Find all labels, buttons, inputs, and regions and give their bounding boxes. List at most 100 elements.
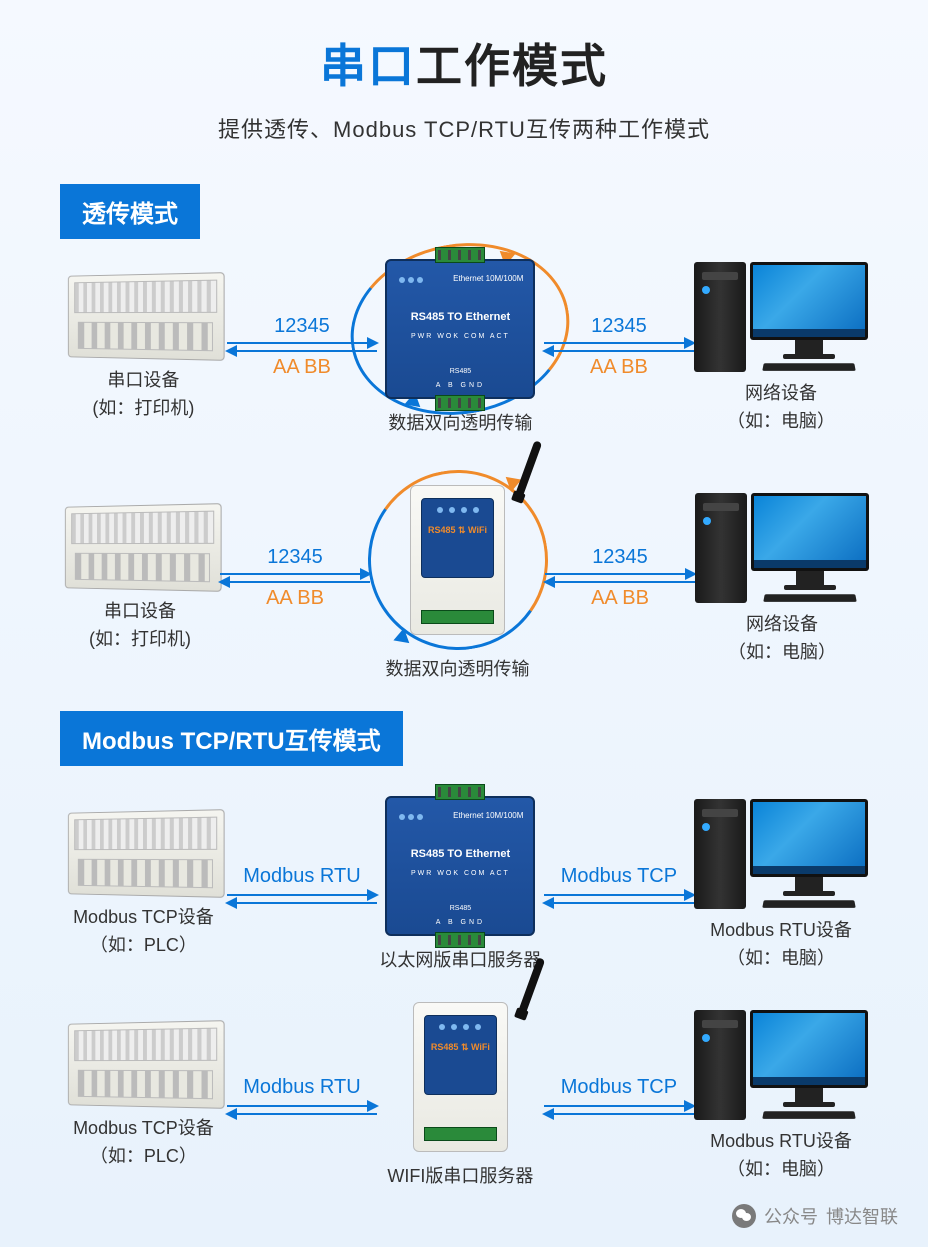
arrow-left-icon	[220, 581, 370, 583]
transparent-row-1: 串口设备 (如：打印机) 12345 AA BB Ethernet 10M/10…	[0, 259, 928, 435]
right-label: 网络设备	[746, 611, 818, 638]
arrow-bot-label: AA BB	[273, 356, 331, 379]
monitor-icon	[751, 493, 869, 571]
eth-rs: RS485	[387, 368, 533, 375]
left-sub: (如：打印机)	[92, 394, 194, 420]
wifi-leds-icon	[422, 507, 493, 513]
arrow-label: Modbus TCP	[561, 865, 677, 888]
page-subtitle: 提供透传、Modbus TCP/RTU互传两种工作模式	[0, 112, 928, 144]
arrow-right-icon	[227, 894, 377, 896]
arrows-right: 12345 AA BB	[544, 315, 694, 379]
eth-small-label: Ethernet 10M/100M	[453, 275, 523, 284]
tower-icon	[694, 799, 746, 909]
plc-icon	[68, 272, 225, 361]
right-label: 网络设备	[745, 380, 817, 407]
center-device: RS485 ⇅ WiFi WIFI版串口服务器	[377, 1002, 544, 1188]
left-device: Modbus TCP设备 （如：PLC）	[60, 811, 227, 957]
tower-icon	[695, 493, 747, 603]
wifi-txt: RS485 ⇅ WiFi	[422, 525, 493, 536]
arrow-right-icon	[227, 342, 377, 344]
arrow-label: Modbus RTU	[243, 865, 360, 888]
keyboard-icon	[762, 900, 856, 908]
arrow-right-icon	[544, 342, 694, 344]
arrow-bot-label: AA BB	[591, 587, 649, 610]
center-label: WIFI版串口服务器	[387, 1162, 533, 1188]
right-label: Modbus RTU设备	[710, 917, 852, 944]
arrow-label: Modbus TCP	[561, 1076, 677, 1099]
right-device: 网络设备 （如：电脑）	[694, 262, 868, 433]
arrow-top-label: 12345	[591, 315, 647, 338]
watermark: 公众号 博达智联	[732, 1203, 898, 1229]
center-device: RS485 ⇅ WiFi 数据双向透明传输	[370, 475, 545, 681]
arrows-left: Modbus RTU	[227, 865, 377, 904]
arrow-left-icon	[227, 902, 377, 904]
arrows-right: 12345 AA BB	[545, 546, 695, 610]
monitor-icon	[750, 1010, 868, 1088]
arrow-top-label: 12345	[592, 546, 648, 569]
eth-main-label: RS485 TO Ethernet	[387, 311, 533, 323]
antenna-icon	[514, 440, 542, 499]
tower-icon	[694, 262, 746, 372]
arrows-right: Modbus TCP	[544, 865, 694, 904]
arrows-left: 12345 AA BB	[220, 546, 370, 610]
right-sub: （如：电脑）	[727, 407, 835, 433]
left-sub: (如：打印机)	[89, 625, 191, 651]
arrow-left-icon	[544, 902, 694, 904]
arrow-right-icon	[545, 573, 695, 575]
eth-pins: A B GND	[387, 919, 533, 926]
arrowhead-blue-icon	[391, 628, 410, 648]
center-device: Ethernet 10M/100M RS485 TO Ethernet PWR …	[377, 796, 544, 972]
title-accent: 串口	[320, 40, 416, 92]
left-sub: （如：PLC）	[90, 931, 197, 957]
arrow-left-icon	[227, 350, 377, 352]
center-label: 以太网版串口服务器	[379, 946, 541, 972]
plc-icon	[65, 503, 222, 592]
arrow-left-icon	[544, 1113, 694, 1115]
stand-icon	[796, 571, 824, 585]
right-sub: （如：电脑）	[727, 1155, 835, 1181]
monitor-icon	[750, 262, 868, 340]
dots-icon	[399, 814, 423, 820]
keyboard-icon	[763, 594, 857, 602]
center-label: 数据双向透明传输	[386, 655, 530, 681]
left-device: 串口设备 (如：打印机)	[60, 274, 227, 420]
arrow-right-icon	[544, 1105, 694, 1107]
screen-icon	[753, 265, 865, 337]
modbus-row-1: Modbus TCP设备 （如：PLC） Modbus RTU Ethernet…	[0, 796, 928, 972]
wifi-face: RS485 ⇅ WiFi	[421, 498, 494, 578]
arrow-right-icon	[544, 894, 694, 896]
ethernet-converter-icon: Ethernet 10M/100M RS485 TO Ethernet PWR …	[385, 796, 535, 936]
stand-icon	[795, 340, 823, 354]
center-device: Ethernet 10M/100M RS485 TO Ethernet PWR …	[377, 259, 544, 435]
center-label: 数据双向透明传输	[388, 409, 532, 435]
wifi-converter-icon: RS485 ⇅ WiFi	[410, 485, 505, 635]
screen-icon	[753, 802, 865, 874]
left-device: Modbus TCP设备 （如：PLC）	[60, 1022, 227, 1168]
pc-icon	[694, 799, 868, 909]
wifi-terminal-icon	[421, 610, 494, 624]
plc-icon	[68, 1020, 225, 1109]
arrow-label: Modbus RTU	[243, 1076, 360, 1099]
terminal-bot-icon	[435, 395, 485, 411]
arrow-top-label: 12345	[274, 315, 330, 338]
arrow-bot-label: AA BB	[266, 587, 324, 610]
left-label: 串口设备	[104, 598, 176, 625]
keyboard-icon	[762, 1111, 856, 1119]
wifi-terminal-icon	[424, 1127, 497, 1141]
left-label: 串口设备	[107, 367, 179, 394]
left-label: Modbus TCP设备	[73, 904, 214, 931]
right-device: Modbus RTU设备 （如：电脑）	[694, 1010, 868, 1181]
wifi-leds-icon	[425, 1024, 496, 1030]
circular-arrow-wrap: Ethernet 10M/100M RS485 TO Ethernet PWR …	[385, 259, 535, 399]
monitor-wrap	[751, 493, 869, 603]
pc-icon	[695, 493, 869, 603]
section-badge-transparent: 透传模式	[60, 184, 200, 239]
right-label: Modbus RTU设备	[710, 1128, 852, 1155]
left-sub: （如：PLC）	[90, 1142, 197, 1168]
stand-icon	[795, 877, 823, 891]
eth-rs: RS485	[387, 905, 533, 912]
pc-icon	[694, 262, 868, 372]
arrow-bot-label: AA BB	[590, 356, 648, 379]
eth-small-label: Ethernet 10M/100M	[453, 812, 523, 821]
eth-pins: A B GND	[387, 382, 533, 389]
